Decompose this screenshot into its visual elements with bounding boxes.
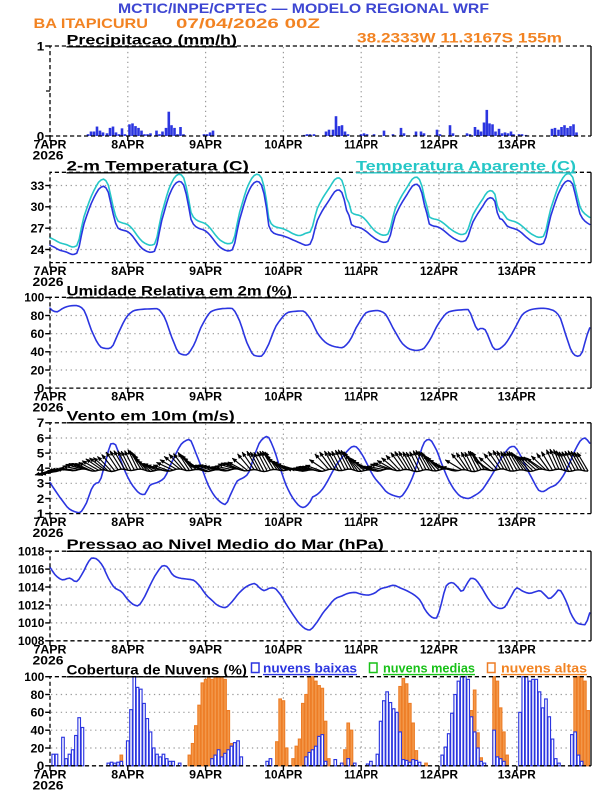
- svg-text:12APR: 12APR: [420, 642, 458, 656]
- svg-text:12APR: 12APR: [420, 390, 458, 404]
- svg-text:13APR: 13APR: [498, 642, 536, 656]
- svg-text:13APR: 13APR: [498, 390, 536, 404]
- svg-text:2026: 2026: [33, 526, 64, 540]
- svg-text:7: 7: [37, 416, 45, 430]
- svg-text:4: 4: [37, 462, 45, 476]
- svg-text:2026: 2026: [33, 778, 64, 792]
- svg-text:Precipitacao (mm/h): Precipitacao (mm/h): [67, 32, 237, 48]
- svg-text:1012: 1012: [18, 598, 45, 612]
- svg-text:2026: 2026: [33, 149, 64, 163]
- svg-text:11APR: 11APR: [344, 767, 378, 781]
- svg-text:13APR: 13APR: [498, 767, 536, 781]
- svg-text:0: 0: [37, 129, 45, 143]
- svg-text:8APR: 8APR: [111, 390, 144, 404]
- svg-text:7APR: 7APR: [34, 264, 67, 278]
- svg-text:8APR: 8APR: [111, 642, 144, 656]
- svg-text:7APR: 7APR: [34, 390, 67, 404]
- svg-text:2026: 2026: [33, 401, 64, 415]
- svg-text:10APR: 10APR: [264, 138, 302, 152]
- svg-text:8APR: 8APR: [111, 767, 144, 781]
- svg-text:9APR: 9APR: [189, 767, 222, 781]
- svg-text:11APR: 11APR: [344, 390, 378, 404]
- svg-text:11APR: 11APR: [344, 264, 378, 278]
- svg-text:12APR: 12APR: [420, 515, 458, 529]
- svg-text:7APR: 7APR: [34, 515, 67, 529]
- svg-text:27: 27: [31, 221, 45, 235]
- svg-text:13APR: 13APR: [498, 515, 536, 529]
- svg-text:nuvens medias: nuvens medias: [383, 661, 475, 676]
- svg-text:10APR: 10APR: [264, 264, 302, 278]
- svg-text:BA ITAPICURU: BA ITAPICURU: [34, 15, 149, 31]
- svg-text:10APR: 10APR: [264, 642, 302, 656]
- svg-text:2026: 2026: [33, 275, 64, 289]
- svg-text:3: 3: [37, 477, 45, 491]
- svg-text:MCTIC/INPE/CPTEC — MODELO REGI: MCTIC/INPE/CPTEC — MODELO REGIONAL WRF: [118, 0, 489, 16]
- svg-text:1018: 1018: [18, 545, 45, 559]
- svg-text:1: 1: [37, 39, 45, 53]
- svg-text:7APR: 7APR: [34, 138, 67, 152]
- svg-text:7APR: 7APR: [34, 767, 67, 781]
- svg-text:Umidade Relativa em 2m (%): Umidade Relativa em 2m (%): [67, 283, 292, 299]
- svg-text:38.2333W 11.3167S 155m: 38.2333W 11.3167S 155m: [357, 30, 562, 46]
- svg-text:33: 33: [31, 179, 45, 193]
- svg-text:24: 24: [31, 243, 45, 257]
- svg-text:nuvens baixas: nuvens baixas: [263, 661, 357, 676]
- svg-text:10APR: 10APR: [264, 515, 302, 529]
- svg-text:100: 100: [24, 670, 44, 684]
- svg-text:9APR: 9APR: [189, 264, 222, 278]
- svg-text:8APR: 8APR: [111, 515, 144, 529]
- svg-text:1008: 1008: [18, 634, 45, 648]
- svg-text:1016: 1016: [18, 562, 45, 576]
- svg-text:60: 60: [31, 327, 45, 341]
- svg-text:Cobertura de Nuvens (%): Cobertura de Nuvens (%): [67, 662, 247, 678]
- svg-text:9APR: 9APR: [189, 642, 222, 656]
- svg-text:20: 20: [31, 363, 45, 377]
- svg-text:9APR: 9APR: [189, 515, 222, 529]
- svg-text:11APR: 11APR: [344, 138, 378, 152]
- svg-text:8APR: 8APR: [111, 264, 144, 278]
- svg-text:Pressao ao Nivel Medio do Mar: Pressao ao Nivel Medio do Mar (hPa): [67, 536, 384, 552]
- svg-text:Vento em 10m (m/s): Vento em 10m (m/s): [67, 408, 235, 424]
- svg-text:8APR: 8APR: [111, 138, 144, 152]
- svg-text:11APR: 11APR: [344, 515, 378, 529]
- svg-text:10APR: 10APR: [264, 390, 302, 404]
- svg-text:100: 100: [24, 291, 44, 305]
- svg-text:0: 0: [37, 381, 45, 395]
- svg-text:13APR: 13APR: [498, 264, 536, 278]
- svg-text:5: 5: [37, 446, 45, 460]
- svg-text:80: 80: [31, 309, 45, 323]
- svg-text:20: 20: [31, 741, 45, 755]
- svg-text:0: 0: [37, 759, 45, 773]
- svg-text:1: 1: [37, 507, 45, 521]
- svg-text:40: 40: [31, 723, 45, 737]
- svg-text:12APR: 12APR: [420, 138, 458, 152]
- svg-text:12APR: 12APR: [420, 767, 458, 781]
- svg-text:07/04/2026 00Z: 07/04/2026 00Z: [176, 15, 321, 31]
- svg-text:1010: 1010: [18, 616, 45, 630]
- svg-text:12APR: 12APR: [420, 264, 458, 278]
- svg-text:6: 6: [37, 431, 45, 445]
- svg-text:9APR: 9APR: [189, 390, 222, 404]
- svg-text:11APR: 11APR: [344, 642, 378, 656]
- svg-text:30: 30: [31, 200, 45, 214]
- svg-text:1014: 1014: [18, 580, 45, 594]
- svg-text:13APR: 13APR: [498, 138, 536, 152]
- svg-text:2026: 2026: [33, 653, 64, 667]
- svg-text:2-m Temperatura (C): 2-m Temperatura (C): [67, 158, 249, 174]
- svg-text:80: 80: [31, 688, 45, 702]
- svg-text:2: 2: [37, 492, 45, 506]
- svg-text:7APR: 7APR: [34, 642, 67, 656]
- svg-text:9APR: 9APR: [189, 138, 222, 152]
- svg-text:40: 40: [31, 345, 45, 359]
- svg-text:Temperatura Aparente (C): Temperatura Aparente (C): [356, 158, 576, 174]
- svg-text:60: 60: [31, 706, 45, 720]
- svg-text:nuvens altas: nuvens altas: [501, 661, 587, 676]
- svg-text:10APR: 10APR: [264, 767, 302, 781]
